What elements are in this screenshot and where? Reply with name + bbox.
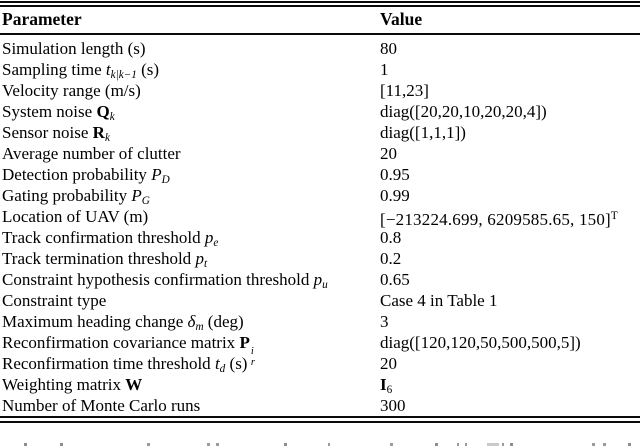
table-row: Weighting matrix W I6 — [0, 374, 640, 397]
parameter-cell: Constraint type — [2, 291, 107, 310]
value-cell: [11,23] — [380, 81, 429, 100]
table-row: Velocity range (m/s) [11,23] — [0, 80, 640, 101]
value-cell: 0.95 — [380, 165, 410, 184]
parameter-cell: Velocity range (m/s) — [2, 81, 141, 100]
value-cell: diag([120,120,50,500,500,5]) — [380, 333, 581, 352]
table-row: Track confirmation threshold pe 0.8 — [0, 227, 640, 250]
parameter-cell: Detection probability PD — [2, 165, 170, 187]
table-top-rule-inner — [0, 5, 640, 7]
table-row: Location of UAV (m) [−213224.699, 6209585… — [0, 206, 640, 230]
table-row: Sampling time tk|k−1 (s) 1 — [0, 59, 640, 82]
column-header-parameter: Parameter — [2, 9, 82, 29]
table-row: Constraint hypothesis confirmation thres… — [0, 269, 640, 292]
table-header-row: Parameter Value — [0, 8, 640, 30]
value-cell: 0.99 — [380, 186, 410, 205]
parameter-cell: Sensor noise Rk — [2, 123, 110, 145]
parameter-cell: Reconfirmation time threshold td (s) — [2, 354, 248, 376]
value-cell: I6 — [380, 375, 393, 397]
value-cell: 20 — [380, 144, 397, 163]
table-row: Average number of clutter 20 — [0, 143, 640, 164]
value-cell: 20 — [380, 354, 397, 373]
value-cell: 3 — [380, 312, 389, 331]
value-cell: 0.2 — [380, 249, 402, 268]
value-cell: 1 — [380, 60, 389, 79]
value-cell: [−213224.699, 6209585.65, 150]T — [380, 210, 618, 230]
table-top-rule-outer — [0, 1, 640, 3]
value-cell: Case 4 in Table 1 — [380, 291, 498, 310]
table-row: Detection probability PD 0.95 — [0, 164, 640, 187]
parameter-cell: Track termination threshold pt — [2, 249, 208, 271]
table-row: Track termination threshold pt 0.2 — [0, 248, 640, 271]
table-body: Simulation length (s) 80 Sampling time tk|… — [0, 38, 640, 416]
value-cell: diag([1,1,1]) — [380, 123, 466, 142]
parameter-cell: Track confirmation threshold pe — [2, 228, 219, 250]
table-row: Maximum heading change δm (deg) 3 — [0, 311, 640, 334]
value-cell: 0.8 — [380, 228, 402, 247]
parameter-cell: Number of Monte Carlo runs — [2, 396, 201, 415]
value-cell: 0.65 — [380, 270, 410, 289]
parameter-cell: Weighting matrix W — [2, 375, 143, 394]
parameter-cell: System noise Qk — [2, 102, 115, 124]
parameter-cell: Gating probability PG — [2, 186, 150, 208]
table-row: Number of Monte Carlo runs 300 — [0, 395, 640, 416]
table-row: Constraint type Case 4 in Table 1 — [0, 290, 640, 311]
table-row: Simulation length (s) 80 — [0, 38, 640, 59]
table-bottom-rule-outer — [0, 421, 640, 423]
value-cell: 300 — [380, 396, 406, 415]
value-cell: 80 — [380, 39, 397, 58]
table-row: System noise Qk diag([20,20,10,20,20,4]) — [0, 101, 640, 124]
parameter-cell: Sampling time tk|k−1 (s) — [2, 60, 160, 82]
table-bottom-rule-inner — [0, 416, 640, 418]
parameter-cell: Average number of clutter — [2, 144, 181, 163]
parameter-cell: Location of UAV (m) — [2, 207, 149, 226]
parameter-cell: Simulation length (s) — [2, 39, 146, 58]
value-cell: diag([20,20,10,20,20,4]) — [380, 102, 547, 121]
table-row: Reconfirmation time threshold td (s) 20 — [0, 353, 640, 376]
parameter-cell: Maximum heading change δm (deg) — [2, 312, 244, 334]
parameter-cell: Constraint hypothesis confirmation thres… — [2, 270, 328, 292]
table-row: Sensor noise Rk diag([1,1,1]) — [0, 122, 640, 145]
table-header-rule — [0, 33, 640, 35]
column-header-value: Value — [380, 9, 423, 29]
table-row: Gating probability PG 0.99 — [0, 185, 640, 208]
clipped-body-text-fragment — [0, 443, 640, 446]
